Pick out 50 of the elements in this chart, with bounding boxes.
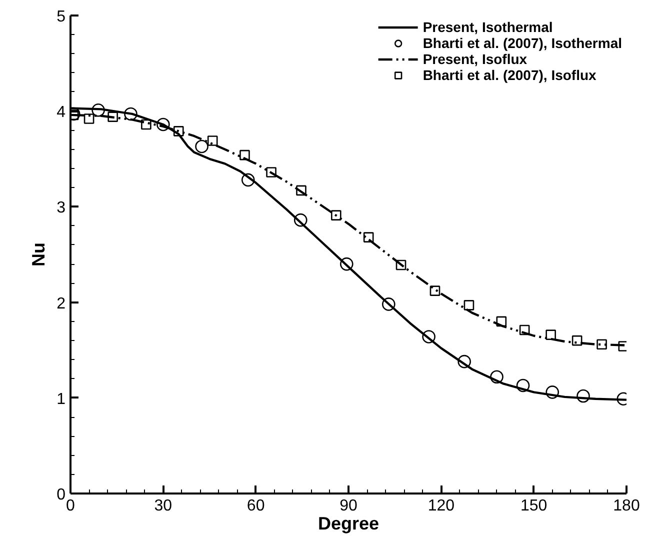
point <box>596 339 607 350</box>
point <box>156 118 170 132</box>
x-tick-label: 120 <box>428 498 455 514</box>
point <box>266 167 276 178</box>
y-axis-title: Nu <box>28 242 49 266</box>
legend-label: Present, Isothermal <box>422 19 553 35</box>
point <box>576 389 590 403</box>
legend-label: Present, Isoflux <box>422 51 528 67</box>
point <box>294 213 308 227</box>
point <box>124 107 138 121</box>
point <box>490 370 504 384</box>
point <box>430 286 440 296</box>
point <box>519 324 530 336</box>
point <box>396 260 406 270</box>
legend-label: Bharti et al. (2007), Isothermal <box>422 35 622 51</box>
x-tick-label: 150 <box>520 498 548 514</box>
legend-label: Bharti et al. (2007), Isoflux <box>422 67 596 83</box>
point <box>241 173 255 187</box>
point <box>422 330 436 344</box>
point <box>516 378 530 392</box>
y-tick-label: 0 <box>56 486 66 504</box>
point <box>330 210 342 220</box>
y-tick-label: 2 <box>56 295 66 312</box>
x-axis-title: Degree <box>318 514 380 534</box>
y-tick-label: 1 <box>56 390 66 408</box>
y-tick-label: 4 <box>56 104 66 122</box>
point <box>382 298 396 311</box>
y-tick-label: 5 <box>56 8 66 26</box>
point <box>572 335 582 346</box>
x-tick-label: 60 <box>246 498 265 514</box>
point <box>496 316 507 327</box>
x-tick-label: 30 <box>154 498 172 514</box>
point <box>340 257 354 271</box>
point <box>141 119 152 130</box>
point <box>108 112 118 122</box>
point <box>363 232 374 242</box>
x-tick-label: 180 <box>613 498 640 514</box>
point <box>195 140 208 154</box>
x-tick-label: 90 <box>340 498 358 514</box>
point <box>546 386 560 399</box>
point <box>458 354 471 368</box>
point <box>464 300 474 310</box>
point <box>92 104 105 117</box>
point <box>84 114 94 124</box>
point <box>546 330 556 340</box>
y-tick-label: 3 <box>56 200 66 217</box>
point <box>207 136 218 146</box>
point <box>173 126 184 136</box>
point <box>296 185 306 196</box>
point <box>240 150 250 160</box>
